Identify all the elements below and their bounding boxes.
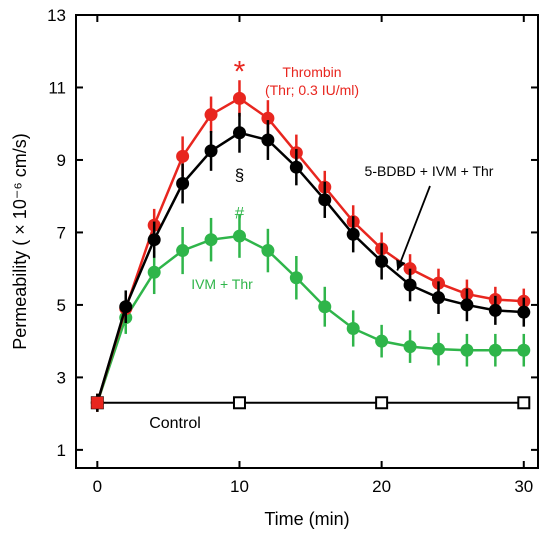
data-point xyxy=(147,265,161,279)
significance-marker: § xyxy=(235,165,244,184)
data-point xyxy=(375,334,389,348)
series-ivm-thr xyxy=(90,214,531,412)
data-point xyxy=(318,300,332,314)
data-point xyxy=(176,149,190,163)
data-point xyxy=(176,177,190,191)
significance-marker: * xyxy=(234,56,246,89)
y-tick-label: 1 xyxy=(57,441,66,460)
data-point xyxy=(431,291,445,305)
data-point xyxy=(431,342,445,356)
x-tick-label: 30 xyxy=(514,477,533,496)
y-tick-label: 13 xyxy=(47,6,66,25)
data-point xyxy=(346,321,360,335)
series-label-5-bdbd-ivm-thr: 5-BDBD + IVM + Thr xyxy=(365,163,494,179)
series-label-line: Thrombin xyxy=(282,64,341,80)
start-point-marker xyxy=(91,396,104,409)
data-point xyxy=(517,305,531,319)
y-tick-label: 9 xyxy=(57,151,66,170)
data-point xyxy=(204,233,218,247)
data-point xyxy=(261,133,275,147)
data-point xyxy=(375,254,389,268)
series-line xyxy=(96,131,524,404)
series-control xyxy=(90,396,531,410)
data-point xyxy=(204,144,218,158)
data-point xyxy=(232,126,246,140)
data-point xyxy=(261,111,275,125)
y-tick-label: 3 xyxy=(57,368,66,387)
label-arrowhead xyxy=(396,259,406,271)
data-point xyxy=(460,298,474,312)
series-label-thrombin-thr-0-3-iu-ml: Thrombin (Thr; 0.3 IU/ml) xyxy=(265,64,359,98)
series-label-line: 5-BDBD + IVM + Thr xyxy=(365,163,494,179)
series-label-line: (Thr; 0.3 IU/ml) xyxy=(265,82,359,98)
data-point xyxy=(289,160,303,174)
series-label-control: Control xyxy=(149,415,201,432)
series-label-line: IVM + Thr xyxy=(191,276,253,292)
data-point xyxy=(261,244,275,258)
y-tick-label: 11 xyxy=(48,78,66,97)
x-tick-label: 0 xyxy=(93,477,102,496)
data-point xyxy=(119,300,133,314)
data-point xyxy=(318,193,332,207)
y-tick-label: 5 xyxy=(57,296,66,315)
series-line xyxy=(96,234,524,404)
data-point xyxy=(517,343,531,357)
y-tick-label: 7 xyxy=(57,223,66,242)
data-point xyxy=(289,271,303,285)
series-label-ivm-thr: IVM + Thr xyxy=(191,276,253,292)
data-point xyxy=(517,396,531,410)
data-point xyxy=(403,278,417,292)
significance-marker: # xyxy=(235,204,245,223)
series-label-line: Control xyxy=(149,415,201,432)
plot-border xyxy=(75,14,539,469)
plot-frame xyxy=(75,14,539,469)
series-5-bdbd-ivm-thr xyxy=(90,112,531,412)
x-axis-label: Time (min) xyxy=(264,509,349,529)
data-point xyxy=(403,340,417,354)
series-line xyxy=(96,96,524,404)
data-point xyxy=(488,303,502,317)
data-point xyxy=(232,229,246,243)
x-tick-label: 20 xyxy=(372,477,391,496)
data-point xyxy=(375,396,389,410)
data-point xyxy=(147,233,161,247)
data-point xyxy=(460,343,474,357)
labels-layer: Control Thrombin (Thr; 0.3 IU/ml) 5-BDBD + … xyxy=(149,56,494,432)
label-arrow xyxy=(396,185,431,271)
data-point xyxy=(488,343,502,357)
data-point xyxy=(176,244,190,258)
data-point xyxy=(232,396,246,410)
data-point xyxy=(346,227,360,241)
y-axis-label: Permeability ( × 10⁻⁶ cm/s) xyxy=(10,133,30,349)
data-point xyxy=(232,91,246,105)
series-thrombin-thr-0-3-iu-ml xyxy=(90,80,531,412)
series-layer xyxy=(90,80,531,412)
data-point xyxy=(204,108,218,122)
x-tick-label: 10 xyxy=(230,477,249,496)
